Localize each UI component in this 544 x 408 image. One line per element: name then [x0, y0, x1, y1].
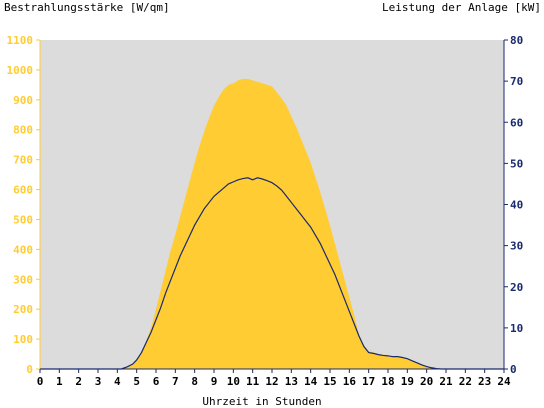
x-tick-label: 6: [153, 375, 160, 388]
y-left-tick-label: 200: [13, 303, 33, 316]
x-axis-title: Uhrzeit in Stunden: [202, 395, 321, 408]
x-tick-label: 21: [439, 375, 453, 388]
x-tick-label: 13: [285, 375, 298, 388]
x-tick-label: 19: [401, 375, 414, 388]
y-right-tick-label: 0: [510, 363, 517, 376]
x-tick-label: 11: [246, 375, 260, 388]
right-axis-title: Leistung der Anlage [kW]: [382, 1, 541, 14]
series-layer: [40, 78, 504, 370]
y-right-tick-label: 60: [510, 116, 523, 129]
y-left-tick-label: 1100: [7, 34, 34, 47]
x-tick-label: 5: [133, 375, 140, 388]
y-right-tick-label: 70: [510, 75, 523, 88]
x-tick-label: 3: [95, 375, 102, 388]
x-tick-label: 7: [172, 375, 179, 388]
x-tick-label: 20: [420, 375, 433, 388]
x-tick-label: 14: [304, 375, 318, 388]
y-left-tick-label: 1000: [7, 64, 34, 77]
x-tick-label: 12: [265, 375, 278, 388]
y-left-tick-label: 100: [13, 333, 33, 346]
y-left-tick-label: 900: [13, 94, 33, 107]
x-tick-label: 17: [362, 375, 375, 388]
y-left-tick-label: 500: [13, 213, 33, 226]
x-tick-label: 8: [191, 375, 198, 388]
y-left-tick-label: 0: [26, 363, 33, 376]
x-tick-label: 22: [459, 375, 472, 388]
y-left-tick-label: 400: [13, 243, 33, 256]
x-tick-label: 0: [37, 375, 44, 388]
x-tick-label: 15: [323, 375, 336, 388]
y-right-tick-label: 20: [510, 281, 523, 294]
y-right-tick-label: 50: [510, 157, 523, 170]
x-tick-label: 9: [211, 375, 218, 388]
y-right-tick-label: 10: [510, 322, 523, 335]
y-left-tick-label: 800: [13, 124, 33, 137]
x-tick-label: 24: [497, 375, 511, 388]
y-right-tick-label: 40: [510, 199, 523, 212]
x-tick-label: 16: [343, 375, 357, 388]
left-axis-title: Bestrahlungsstärke [W/qm]: [4, 1, 170, 14]
y-left-tick-label: 700: [13, 154, 33, 167]
x-tick-label: 23: [478, 375, 491, 388]
y-right-tick-label: 30: [510, 240, 523, 253]
x-tick-label: 2: [75, 375, 82, 388]
ticks-layer: 0100200300400500600700800900100011000102…: [7, 34, 524, 388]
y-right-tick-label: 80: [510, 34, 523, 47]
power-line: [40, 177, 504, 370]
x-tick-label: 1: [56, 375, 63, 388]
x-tick-label: 10: [227, 375, 240, 388]
y-left-tick-label: 300: [13, 273, 33, 286]
y-left-tick-label: 600: [13, 184, 33, 197]
x-tick-label: 18: [381, 375, 394, 388]
irradiance-area: [40, 78, 504, 369]
x-tick-label: 4: [114, 375, 121, 388]
